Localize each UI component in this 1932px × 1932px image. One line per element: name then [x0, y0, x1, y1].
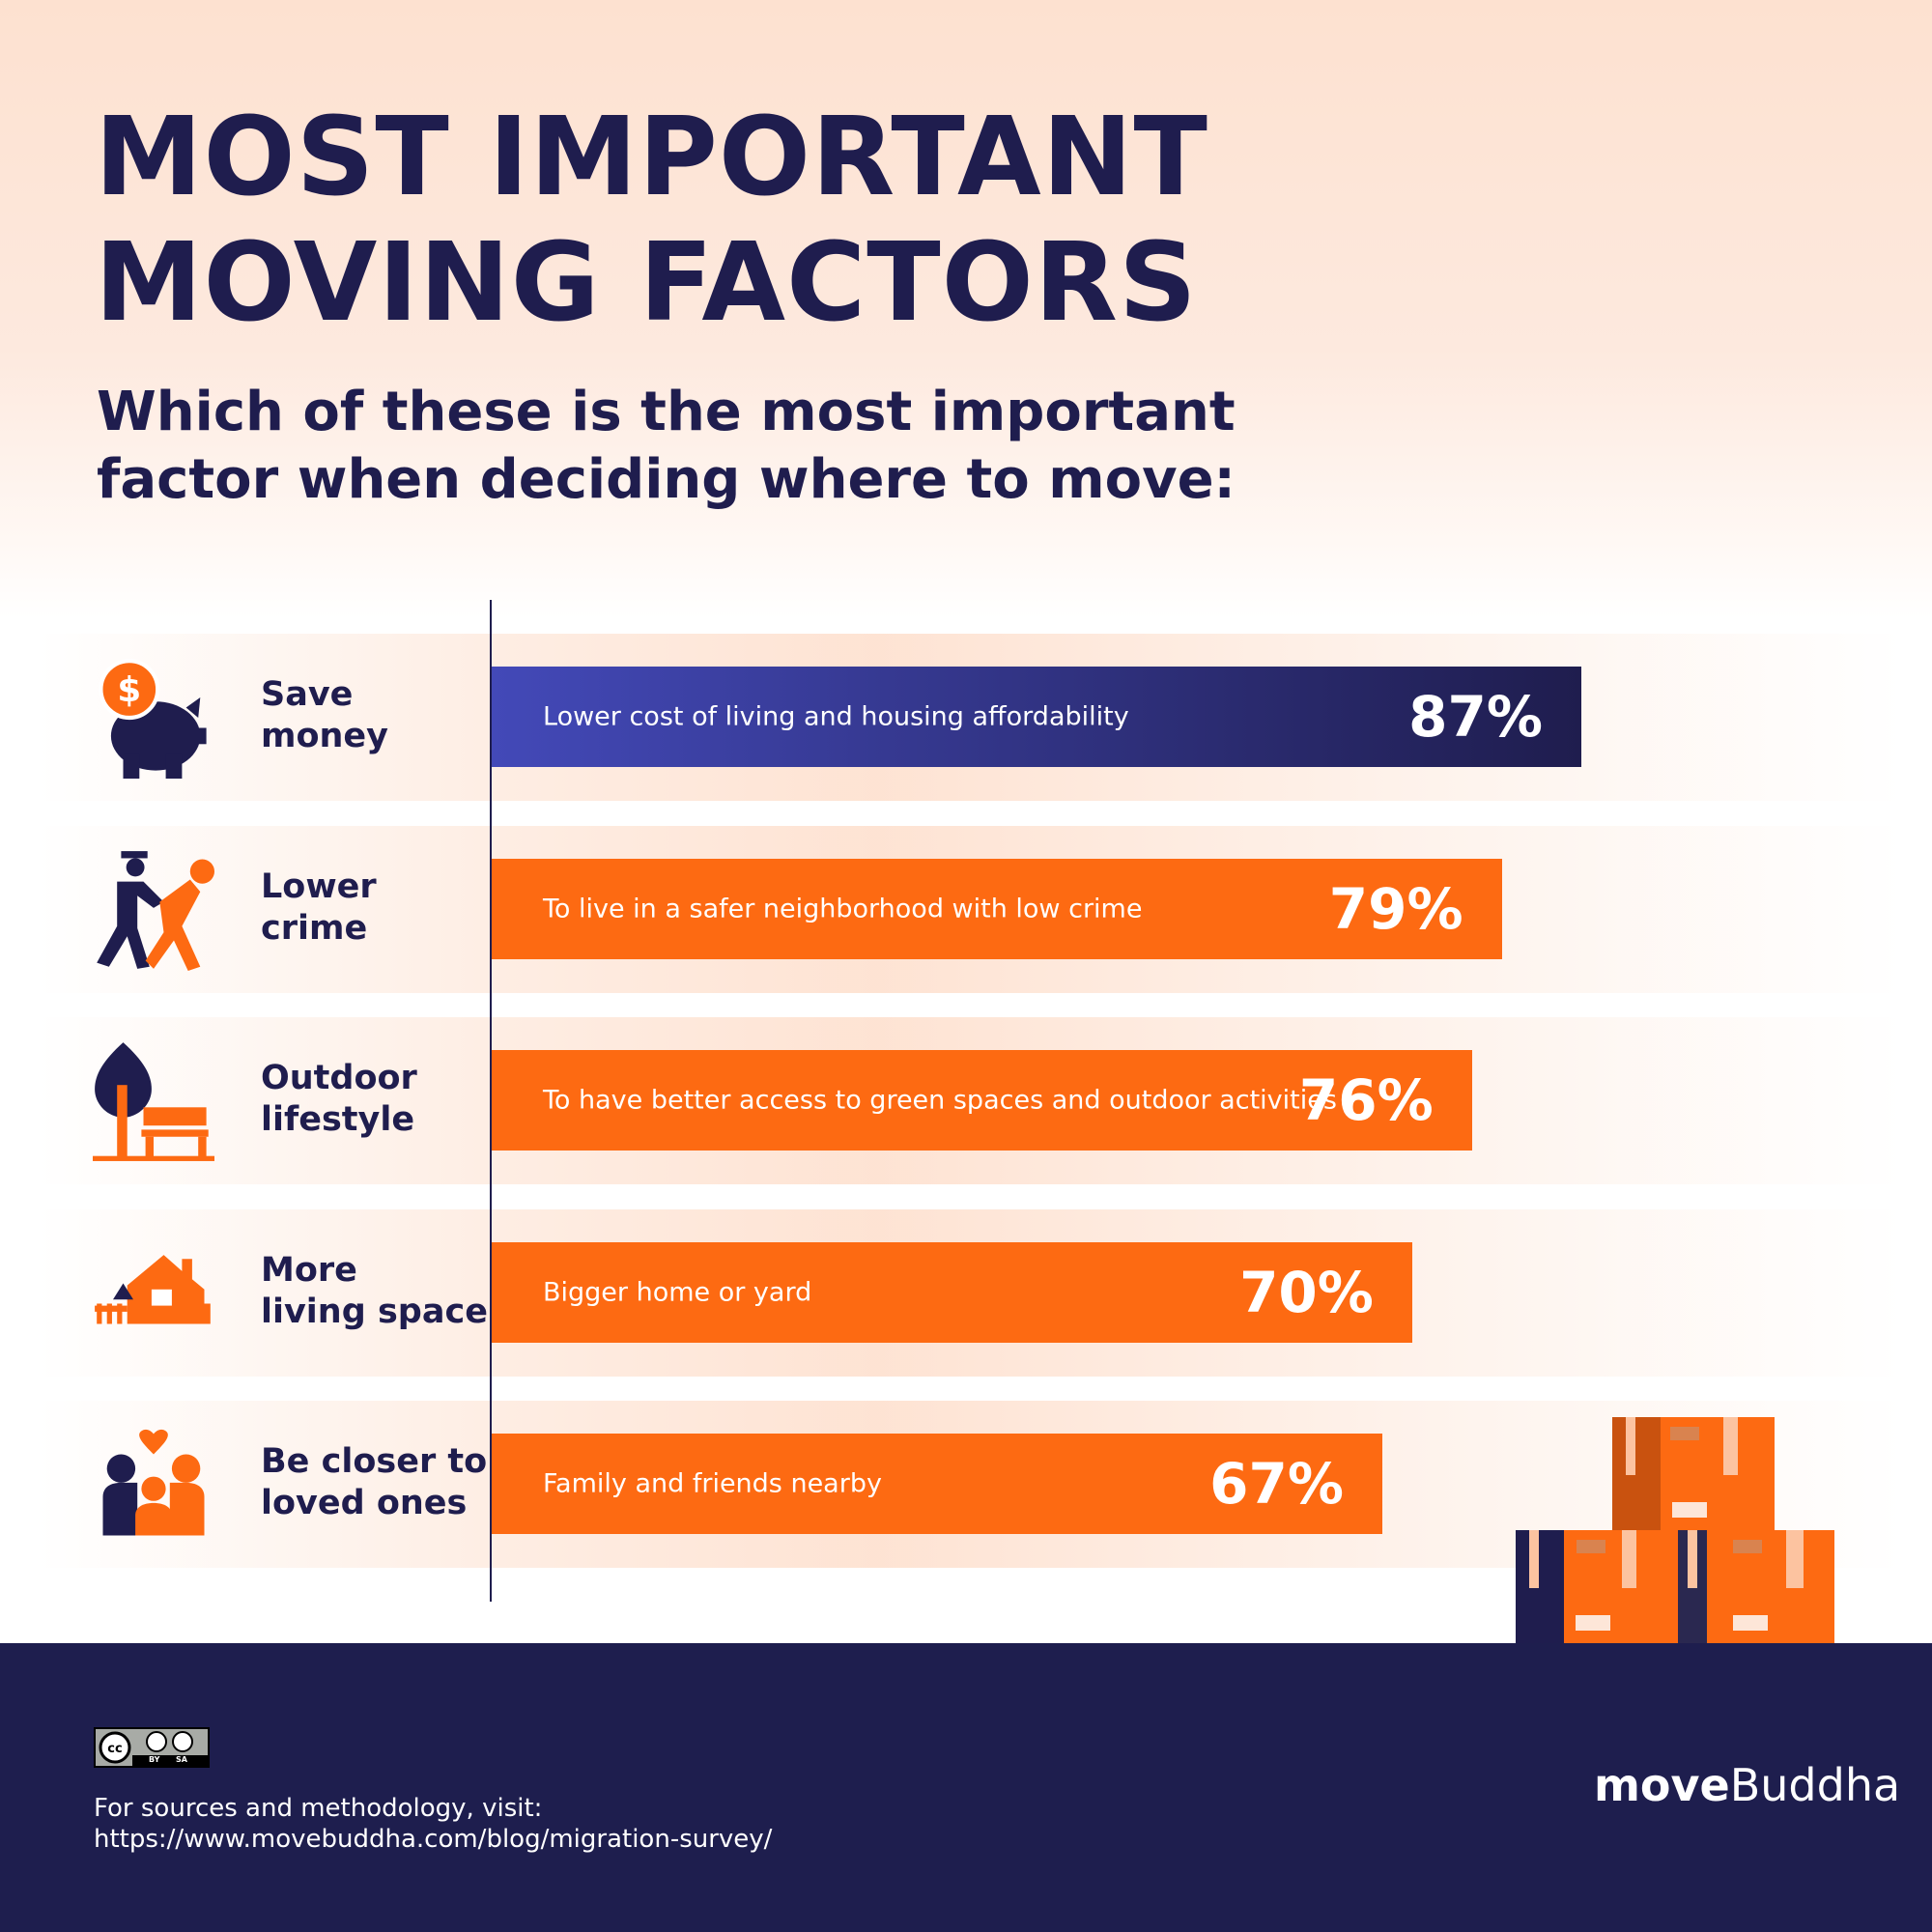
category-label-line: Be closer to: [261, 1442, 488, 1481]
tree-bench-icon: [93, 1040, 214, 1162]
value-label: 76%: [1298, 1067, 1434, 1133]
source-url-link[interactable]: https://www.movebuddha.com/blog/migratio…: [94, 1825, 773, 1854]
footer: cc BY SA For sources and methodology, vi…: [0, 1643, 1932, 1932]
police-arrest-icon: [93, 849, 214, 971]
bar: Lower cost of living and housing afforda…: [492, 667, 1581, 767]
category-label: Be closer to loved ones: [261, 1441, 487, 1524]
logo-bold: move: [1594, 1759, 1730, 1811]
bar-label: Family and friends nearby: [543, 1468, 882, 1499]
category-label-line: lifestyle: [261, 1100, 415, 1139]
category-label-line: Save: [261, 675, 354, 714]
logo-light: Buddha: [1729, 1759, 1901, 1811]
bar-label: Lower cost of living and housing afforda…: [543, 701, 1129, 732]
movebuddha-logo[interactable]: moveBuddha: [1594, 1759, 1900, 1811]
category-label: Lower crime: [261, 867, 377, 950]
house-icon: [93, 1233, 214, 1354]
bar: To have better access to green spaces an…: [492, 1050, 1472, 1151]
bar-label: To have better access to green spaces an…: [543, 1085, 1337, 1116]
category-label-line: living space: [261, 1292, 488, 1331]
title-line: MOST IMPORTANT: [95, 95, 1208, 220]
chart-axis-line: [490, 600, 492, 1602]
cc-by-label: BY: [149, 1755, 160, 1764]
source-note: For sources and methodology, visit: http…: [94, 1793, 772, 1855]
bar: To live in a safer neighborhood with low…: [492, 858, 1502, 959]
category-label-line: loved ones: [261, 1484, 468, 1522]
page-title: MOST IMPORTANT MOVING FACTORS: [95, 95, 1208, 346]
category-label-line: Lower: [261, 867, 377, 906]
svg-text:cc: cc: [107, 1742, 122, 1756]
subtitle-line: factor when deciding where to move:: [97, 448, 1236, 511]
cc-sa-label: SA: [176, 1755, 187, 1764]
page-subtitle: Which of these is the most important fac…: [97, 379, 1236, 514]
title-line: MOVING FACTORS: [95, 220, 1198, 346]
value-label: 87%: [1408, 684, 1543, 750]
subtitle-line: Which of these is the most important: [97, 381, 1236, 443]
bar-label: Bigger home or yard: [543, 1277, 812, 1307]
value-label: 70%: [1239, 1259, 1374, 1325]
source-label: For sources and methodology, visit:: [94, 1794, 543, 1823]
category-label: More living space: [261, 1250, 488, 1333]
piggy-bank-icon: $: [93, 657, 214, 779]
category-label-line: money: [261, 717, 388, 755]
cc-license-badge[interactable]: cc BY SA: [94, 1727, 210, 1768]
category-label: Save money: [261, 674, 388, 757]
bar: Bigger home or yard 70%: [492, 1241, 1412, 1343]
category-label-line: crime: [261, 908, 368, 948]
bar-label: To live in a safer neighborhood with low…: [543, 894, 1143, 923]
value-label: 67%: [1209, 1451, 1344, 1517]
bar: Family and friends nearby 67%: [492, 1434, 1382, 1534]
family-heart-icon: [93, 1424, 214, 1546]
category-label-line: More: [261, 1250, 357, 1290]
category-label-line: Outdoor: [261, 1059, 417, 1097]
value-label: 79%: [1328, 875, 1463, 942]
category-label: Outdoor lifestyle: [261, 1058, 417, 1141]
moving-boxes-illustration: [1516, 1417, 1834, 1643]
svg-text:$: $: [117, 670, 141, 710]
